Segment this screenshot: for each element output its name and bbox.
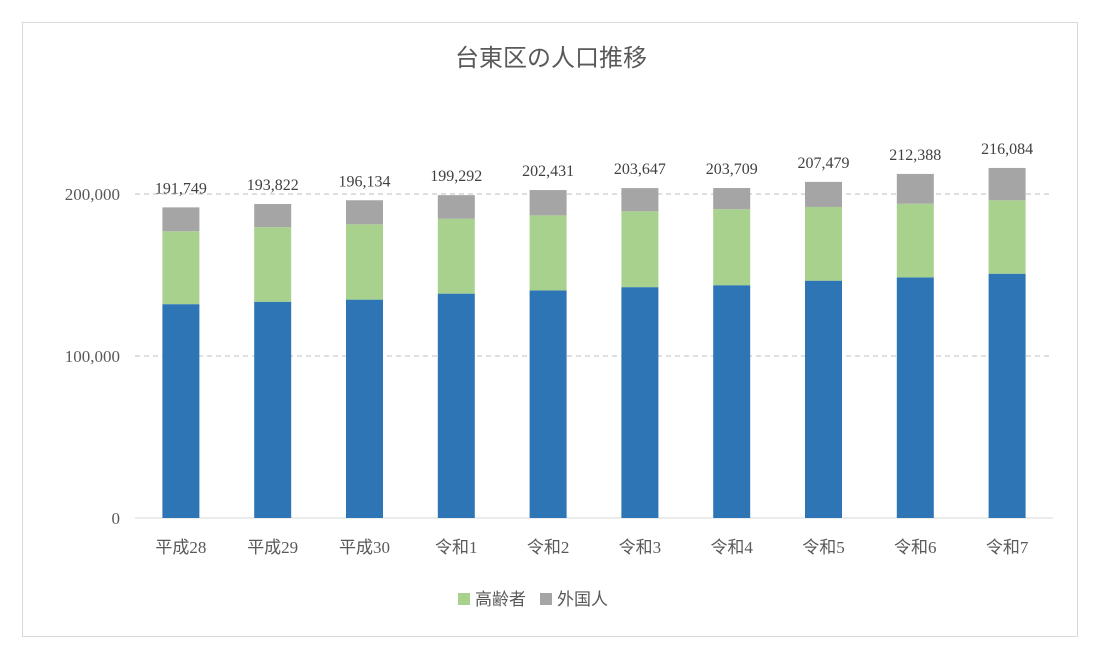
bar-segment-2 [805, 206, 842, 281]
category-label: 令和4 [710, 538, 753, 557]
bar-segment-2 [988, 200, 1026, 274]
y-axis: 0 100,000 200,000 [65, 185, 120, 528]
bar-segment-2 [162, 231, 200, 305]
bar-segment-3 [621, 188, 659, 212]
bars [162, 167, 1026, 518]
category-label: 平成28 [155, 538, 206, 557]
bar-segment-1 [713, 285, 751, 518]
total-labels: 191,749 193,822 196,134 199,292 202,431 203,6… [155, 141, 1033, 197]
category-label: 令和5 [802, 538, 845, 557]
total-label: 193,822 [247, 177, 299, 194]
bar-segment-2 [621, 211, 659, 288]
total-label: 207,479 [798, 155, 850, 172]
bar-segment-3 [254, 204, 292, 228]
bar-segment-1 [896, 277, 934, 518]
total-label: 202,431 [522, 163, 574, 180]
bar-segment-2 [437, 218, 475, 294]
category-label: 令和7 [986, 538, 1029, 557]
total-label: 199,292 [430, 168, 482, 185]
total-label: 191,749 [155, 180, 207, 197]
chart-frame: 台東区の人口推移 0 100,000 200,000 191,749 193,822 1… [22, 22, 1078, 637]
category-label: 令和3 [619, 538, 662, 557]
bar-segment-3 [988, 167, 1026, 201]
category-label: 平成30 [339, 538, 390, 557]
category-label: 令和1 [435, 538, 478, 557]
bar-segment-3 [805, 181, 842, 207]
total-label: 196,134 [339, 173, 391, 190]
chart-title: 台東区の人口推移 [455, 45, 647, 72]
bar-segment-2 [529, 215, 567, 291]
total-label: 203,647 [614, 161, 666, 178]
bar-segment-3 [437, 195, 475, 219]
category-label: 平成29 [247, 538, 298, 557]
bar-segment-3 [529, 190, 567, 216]
legend-swatch [458, 593, 470, 605]
bar-segment-1 [529, 290, 567, 518]
x-axis: 平成28 平成29 平成30 令和1 令和2 令和3 令和4 令和5 令和6 令和7 [155, 538, 1028, 557]
total-label: 203,709 [706, 161, 758, 178]
legend-label: 外国人 [557, 590, 608, 609]
bar-segment-1 [988, 273, 1026, 518]
bar-segment-1 [346, 299, 383, 518]
bar-segment-3 [162, 207, 200, 232]
bar-segment-3 [346, 200, 383, 225]
category-label: 令和2 [527, 538, 570, 557]
bar-segment-1 [805, 280, 842, 518]
bar-segment-1 [162, 304, 200, 518]
y-tick-label: 100,000 [65, 347, 120, 366]
bar-segment-2 [896, 203, 934, 278]
bar-segment-2 [254, 227, 292, 302]
total-label: 212,388 [889, 147, 941, 164]
total-label: 216,084 [981, 141, 1033, 158]
y-tick-label: 200,000 [65, 185, 120, 204]
bar-segment-1 [254, 301, 292, 518]
legend-label: 高齢者 [475, 590, 526, 609]
bar-segment-1 [437, 293, 475, 518]
y-tick-label: 0 [112, 509, 121, 528]
legend: 高齢者 外国人 [458, 590, 608, 609]
category-label: 令和6 [894, 538, 937, 557]
bar-segment-2 [346, 224, 383, 300]
bar-segment-3 [896, 173, 934, 204]
bar-segment-3 [713, 187, 751, 210]
bar-segment-1 [621, 287, 659, 518]
bar-segment-2 [713, 209, 751, 286]
legend-swatch [540, 593, 552, 605]
